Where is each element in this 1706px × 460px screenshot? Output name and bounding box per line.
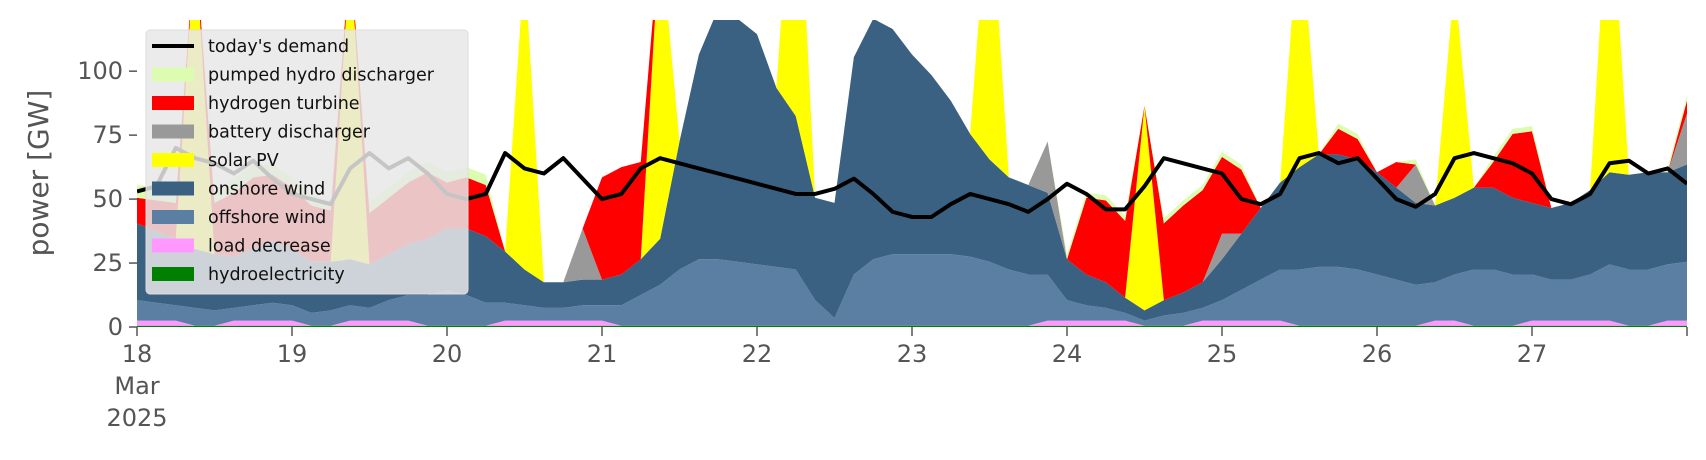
y-tick-label: 75 [92, 121, 123, 149]
area-load-decrease [137, 320, 1687, 326]
legend-label-onshore-wind: onshore wind [208, 180, 325, 200]
x-tick-label: 27 [1517, 340, 1548, 368]
axes: 0 25 50 75 100 18 Mar 2025 19 20 21 22 23 24 25 26 27 [77, 57, 1688, 432]
x-tick-label: 22 [742, 340, 773, 368]
x-tick-year: 2025 [106, 404, 167, 432]
area-offshore-wind [137, 254, 1687, 326]
legend-swatch-onshore-wind [152, 181, 194, 196]
legend-label-battery-discharger: battery discharger [208, 123, 371, 143]
legend-label-offshore-wind: offshore wind [208, 208, 326, 228]
legend-swatch-offshore-wind [152, 210, 194, 224]
x-tick-label: 26 [1362, 340, 1393, 368]
legend-box [145, 29, 469, 295]
legend: today's demand pumped hydro discharger hyd… [145, 29, 469, 295]
legend-swatch-pumped-hydro-discharger [152, 67, 194, 82]
x-tick-label: 24 [1052, 340, 1083, 368]
x-tick-month: Mar [114, 372, 159, 400]
legend-label-today-s-demand: today's demand [208, 37, 349, 57]
legend-label-solar-pv: solar PV [208, 151, 279, 171]
stacked-areas [137, 20, 1687, 327]
legend-swatch-hydroelectricity [152, 267, 194, 281]
y-tick-label: 0 [108, 313, 123, 341]
legend-label-hydroelectricity: hydroelectricity [208, 265, 345, 285]
legend-label-hydrogen-turbine: hydrogen turbine [208, 94, 360, 114]
x-tick-label: 25 [1207, 340, 1238, 368]
x-tick-label: 20 [432, 340, 463, 368]
legend-swatch-hydrogen-turbine [152, 96, 194, 110]
y-axis-label: power [GW] [22, 90, 55, 257]
area-solar-pv [137, 20, 1687, 311]
y-tick-label: 25 [92, 249, 123, 277]
legend-swatch-load-decrease [152, 238, 194, 253]
x-tick-label: 18 [122, 340, 153, 368]
x-tick-label: 21 [587, 340, 618, 368]
y-tick-label: 50 [92, 185, 123, 213]
area-onshore-wind [137, 20, 1687, 321]
y-tick-label: 100 [77, 57, 123, 85]
legend-swatch-battery-discharger [152, 124, 194, 139]
legend-label-load-decrease: load decrease [208, 237, 331, 257]
x-tick-label: 19 [277, 340, 308, 368]
legend-label-pumped-hydro-discharger: pumped hydro discharger [208, 66, 435, 86]
legend-swatch-solar-pv [152, 153, 194, 167]
x-tick-label: 23 [897, 340, 928, 368]
area-hydroelectricity [137, 325, 1687, 327]
